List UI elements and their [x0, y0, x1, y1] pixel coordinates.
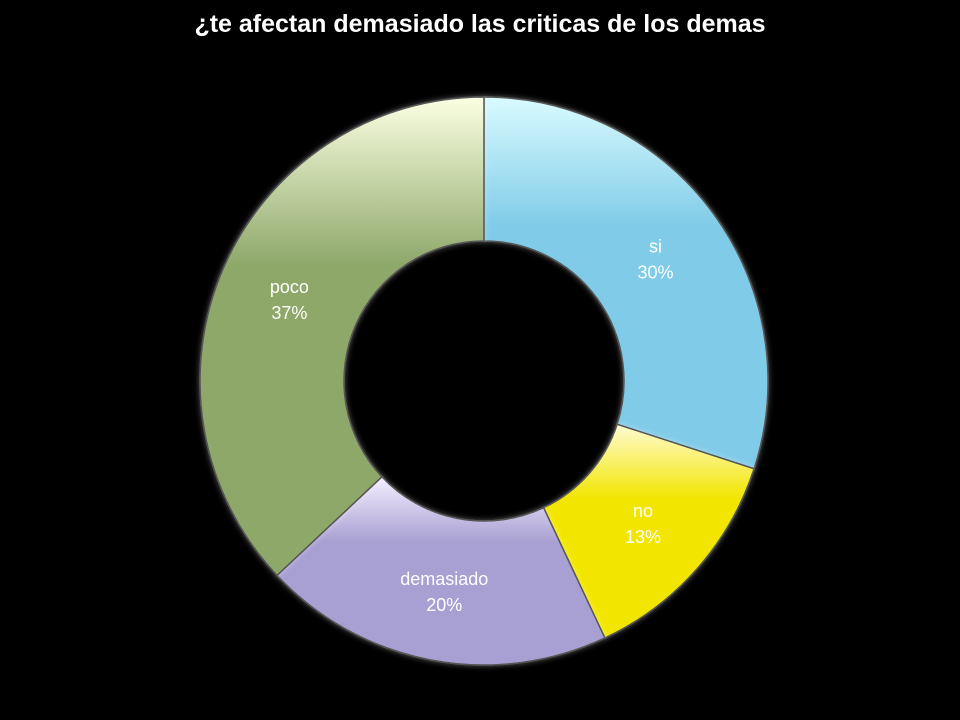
slice-percent-label: 30%	[637, 262, 673, 282]
slice-percent-label: 37%	[271, 303, 307, 323]
slice-category-label: poco	[270, 277, 309, 297]
slice-category-label: demasiado	[400, 569, 488, 589]
slice-category-label: si	[649, 236, 662, 256]
slice-label-no: no 13%	[625, 501, 661, 547]
slice-category-label: no	[633, 501, 653, 521]
slice-no	[542, 423, 756, 639]
slice-demasiado	[275, 475, 606, 666]
slice-poco	[199, 96, 485, 577]
slice-label-poco: poco 37%	[270, 277, 309, 323]
slice-percent-label: 20%	[426, 595, 462, 615]
chart-title: ¿te afectan demasiado las criticas de lo…	[194, 10, 766, 38]
slice-label-demasiado: demasiado 20%	[400, 569, 488, 615]
slice-percent-label: 13%	[625, 527, 661, 547]
slice-si	[483, 96, 769, 470]
slice-label-si: si 30%	[637, 236, 673, 282]
